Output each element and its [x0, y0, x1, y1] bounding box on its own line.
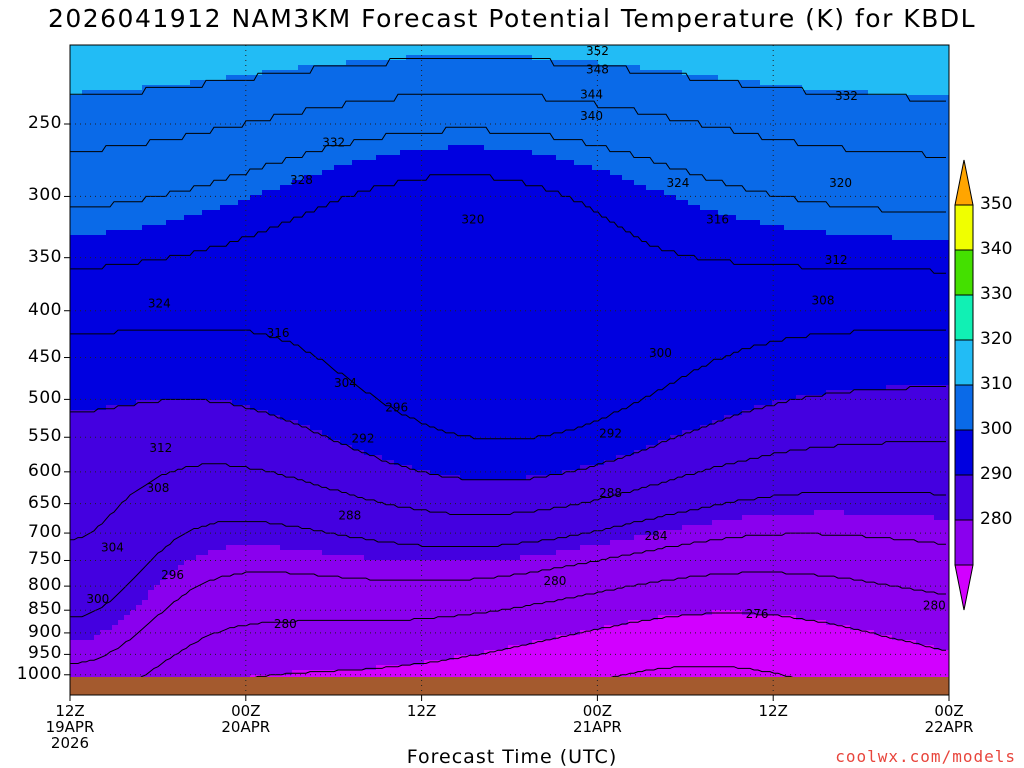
- y-tick-label: 700: [28, 522, 62, 543]
- contour-label: 284: [645, 529, 668, 543]
- contour-line-284: [109, 571, 946, 694]
- contour-label: 296: [161, 568, 184, 582]
- contour-label: 324: [148, 297, 171, 311]
- y-tick-label: 750: [28, 549, 62, 570]
- contour-label: 292: [352, 432, 375, 446]
- colorbar-band: [954, 204, 974, 251]
- contour-label: 332: [835, 89, 858, 103]
- contour-label: 296: [385, 400, 408, 414]
- contour-label: 292: [599, 427, 622, 441]
- colorbar-label: 280: [980, 509, 1013, 529]
- contour-label: 308: [146, 481, 169, 495]
- y-tick-label: 450: [28, 346, 62, 367]
- y-tick-label: 850: [28, 599, 62, 620]
- contour-line-316: [70, 93, 946, 158]
- contour-line-292: [70, 492, 946, 618]
- contour-label: 348: [586, 63, 609, 77]
- credit-link[interactable]: coolwx.com/models: [835, 747, 1016, 766]
- colorbar-label: 320: [980, 329, 1013, 349]
- colorbar-label: 310: [980, 374, 1013, 394]
- colorbar-band: [954, 429, 974, 476]
- contour-label: 308: [812, 294, 835, 308]
- y-tick-label: 350: [28, 246, 62, 267]
- contour-label: 352: [586, 44, 609, 58]
- colorbar-label: 290: [980, 464, 1013, 484]
- colorbar-band: [954, 519, 974, 566]
- contour-line-312: [70, 126, 946, 213]
- ground-band: [70, 677, 949, 695]
- contour-fill-area: 352 348 344 340 332 332 328 324 320 320 316 312 308 3…: [70, 44, 949, 695]
- colorbar: [954, 159, 974, 611]
- colorbar-label: 300: [980, 419, 1013, 439]
- contour-line-280: [197, 612, 946, 694]
- contour-label: 320: [829, 176, 852, 190]
- colorbar-band: [954, 339, 974, 386]
- colorbar-label: 340: [980, 239, 1013, 259]
- colorbar-band: [954, 474, 974, 521]
- contour-label: 300: [649, 346, 672, 360]
- contour-label: 312: [825, 253, 848, 267]
- y-tick-label: 600: [28, 460, 62, 481]
- contour-label: 332: [322, 136, 345, 150]
- y-tick-label: 800: [28, 575, 62, 596]
- y-tick-label: 650: [28, 492, 62, 513]
- contour-label: 344: [580, 87, 603, 101]
- x-tick-label: 12Z 19APR 2026: [45, 702, 95, 752]
- colorbar-band: [954, 294, 974, 341]
- contour-label: 320: [461, 213, 484, 227]
- x-tick-label: 00Z 22APR: [924, 702, 974, 736]
- contour-label: 288: [599, 486, 622, 500]
- contour-label: 316: [267, 326, 290, 340]
- x-tick-label: 00Z 20APR: [221, 702, 271, 736]
- y-tick-label: 500: [28, 388, 62, 409]
- contour-label: 312: [149, 441, 172, 455]
- contour-label: 280: [923, 599, 946, 613]
- contour-label: 324: [667, 176, 690, 190]
- contour-label: 328: [290, 173, 313, 187]
- contour-label: 276: [746, 607, 769, 621]
- contour-label: 288: [338, 509, 361, 523]
- y-tick-label: 300: [28, 185, 62, 206]
- y-tick-label: 950: [28, 643, 62, 664]
- colorbar-label: 350: [980, 194, 1013, 214]
- y-tick-label: 550: [28, 426, 62, 447]
- x-tick-label: 00Z 21APR: [572, 702, 622, 736]
- contour-label: 304: [334, 376, 357, 390]
- contour-line-320: [70, 58, 946, 102]
- contour-label: 304: [101, 541, 124, 555]
- chart-title: 2026041912 NAM3KM Forecast Potential Tem…: [47, 4, 977, 33]
- contour-line-308: [70, 174, 946, 274]
- contour-label: 340: [580, 109, 603, 123]
- y-tick-label: 900: [28, 621, 62, 642]
- contour-label: 280: [543, 574, 566, 588]
- y-tick-label: 400: [28, 299, 62, 320]
- colorbar-band: [954, 249, 974, 296]
- x-tick-label: 12Z: [758, 702, 788, 720]
- contour-label: 280: [274, 617, 297, 631]
- contour-label: 316: [706, 213, 729, 227]
- contour-line-304: [70, 329, 946, 440]
- colorbar-bottom-arrow: [954, 564, 974, 611]
- y-tick-label: 1000: [16, 663, 62, 684]
- plot-frame: [69, 44, 950, 696]
- contour-line-296: [70, 441, 946, 541]
- x-tick-label: 12Z: [406, 702, 437, 720]
- contour-label: 300: [86, 592, 109, 606]
- colorbar-top-arrow: [954, 159, 974, 206]
- x-axis-title: Forecast Time (UTC): [406, 746, 618, 768]
- colorbar-label: 330: [980, 284, 1013, 304]
- y-tick-label: 250: [28, 113, 62, 133]
- colorbar-band: [954, 384, 974, 431]
